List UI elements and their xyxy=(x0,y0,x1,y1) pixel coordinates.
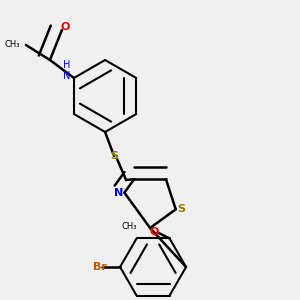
Text: S: S xyxy=(178,204,186,214)
Text: H
N: H N xyxy=(63,60,70,81)
Text: S: S xyxy=(110,151,118,161)
Text: N: N xyxy=(114,188,123,198)
Text: CH₃: CH₃ xyxy=(121,222,136,231)
Text: Br: Br xyxy=(93,262,107,272)
Text: O: O xyxy=(60,22,70,32)
Text: O: O xyxy=(150,227,159,237)
Text: CH₃: CH₃ xyxy=(4,40,20,50)
